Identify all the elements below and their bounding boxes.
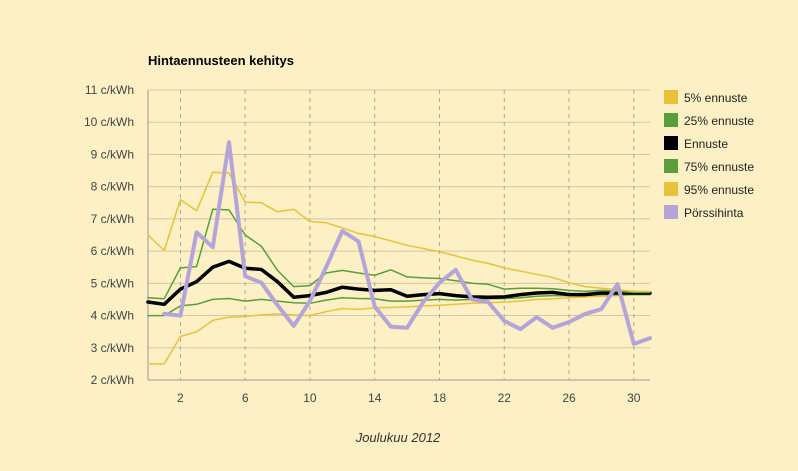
x-tick-label: 2 xyxy=(177,391,184,405)
x-axis-label: Joulukuu 2012 xyxy=(355,430,441,445)
legend-label: 75% ennuste xyxy=(684,160,754,174)
x-tick-label: 22 xyxy=(498,391,512,405)
x-tick-label: 10 xyxy=(303,391,317,405)
legend-swatch xyxy=(664,159,678,173)
legend: 5% ennuste 25% ennuste Ennuste 75% ennuste 9… xyxy=(664,90,754,220)
series-line-5 xyxy=(162,140,652,346)
y-tick-label: 7 c/kWh xyxy=(91,212,134,226)
y-tick-label: 3 c/kWh xyxy=(91,341,134,355)
series-line-0 xyxy=(147,293,651,365)
y-tick-label: 2 c/kWh xyxy=(91,373,134,387)
series-line-3 xyxy=(147,208,651,300)
y-tick-label: 9 c/kWh xyxy=(91,147,134,161)
y-tick-label: 6 c/kWh xyxy=(91,244,134,258)
x-tick-label: 14 xyxy=(368,391,382,405)
y-tick-label: 10 c/kWh xyxy=(84,115,134,129)
y-axis-ticks: 2 c/kWh 3 c/kWh 4 c/kWh 5 c/kWh 6 c/kWh 7 c/k… xyxy=(84,83,134,387)
y-tick-label: 4 c/kWh xyxy=(91,309,134,323)
grid-lines xyxy=(147,89,650,381)
x-tick-label: 30 xyxy=(627,391,641,405)
y-tick-label: 11 c/kWh xyxy=(85,83,134,97)
legend-swatch xyxy=(664,136,678,150)
x-tick-label: 26 xyxy=(562,391,576,405)
y-tick-label: 5 c/kWh xyxy=(91,276,134,290)
legend-label: 95% ennuste xyxy=(684,183,754,197)
y-tick-label: 8 c/kWh xyxy=(91,180,134,194)
legend-label: Ennuste xyxy=(684,137,728,151)
x-axis-ticks: 2 6 10 14 18 22 26 30 xyxy=(177,391,641,405)
plot-area xyxy=(148,90,650,380)
x-tick-label: 6 xyxy=(242,391,249,405)
legend-swatch xyxy=(664,90,678,104)
legend-label: 25% ennuste xyxy=(684,114,754,128)
series-line-2 xyxy=(146,259,652,307)
legend-swatch xyxy=(664,205,678,219)
chart-title: Hintaennusteen kehitys xyxy=(148,53,294,68)
series-lines xyxy=(146,140,652,365)
legend-swatch xyxy=(664,113,678,127)
x-tick-label: 18 xyxy=(433,391,447,405)
legend-swatch xyxy=(664,182,678,196)
legend-label: 5% ennuste xyxy=(684,91,748,105)
legend-label: Pörssihinta xyxy=(684,206,744,220)
